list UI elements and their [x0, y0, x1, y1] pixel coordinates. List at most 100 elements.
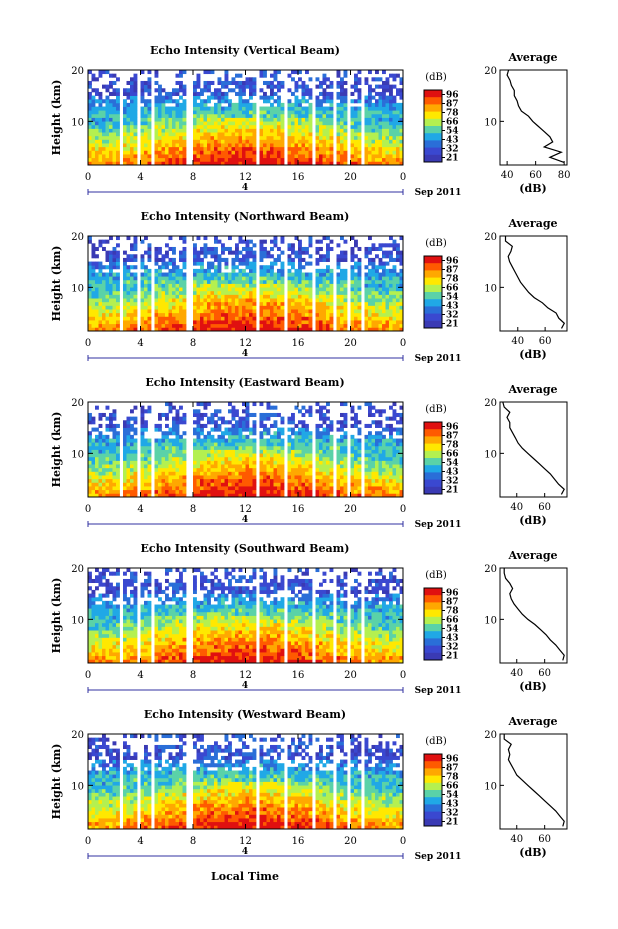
heatmap-cell — [144, 445, 148, 450]
heatmap-cell — [112, 113, 117, 118]
heatmap-cell — [235, 272, 239, 277]
heatmap-cell — [196, 456, 201, 461]
heatmap-cell — [287, 298, 292, 303]
heatmap-cell — [196, 449, 201, 454]
heatmap-cell — [182, 135, 187, 140]
heatmap-cell — [140, 161, 145, 166]
heatmap-cell — [389, 316, 393, 321]
heatmap-cell — [364, 117, 369, 122]
heatmap-cell — [172, 449, 176, 454]
heatmap-cell — [291, 265, 295, 270]
heatmap-cell — [266, 489, 271, 494]
heatmap-cell — [140, 420, 145, 425]
heatmap-cell — [242, 402, 246, 407]
heatmap-cell — [280, 453, 285, 458]
heatmap-cell — [231, 257, 236, 262]
heatmap-cell — [95, 121, 99, 126]
heatmap-cell — [130, 482, 134, 487]
heatmap-cell — [217, 434, 222, 439]
heatmap-cell — [252, 471, 257, 476]
heatmap-cell — [116, 464, 120, 469]
heatmap-cell — [375, 146, 379, 151]
heatmap-cell — [238, 143, 243, 148]
heatmap-cell — [382, 298, 386, 303]
heatmap-cell — [224, 298, 229, 303]
heatmap-cell — [277, 464, 281, 469]
heatmap-cell — [382, 150, 386, 155]
heatmap-cell — [133, 420, 138, 425]
heatmap-cell — [336, 420, 341, 425]
heatmap-cell — [175, 113, 180, 118]
heatmap-cell — [252, 254, 257, 259]
heatmap-cell — [343, 434, 348, 439]
heatmap-cell — [109, 117, 113, 122]
heatmap-cell — [329, 323, 334, 328]
heatmap-cell — [116, 287, 120, 292]
heatmap-cell — [252, 91, 257, 96]
heatmap-cell — [294, 405, 299, 410]
heatmap-cell — [273, 467, 278, 472]
heatmap-cell — [238, 427, 243, 432]
heatmap-cell — [130, 453, 134, 458]
heatmap-cell — [294, 445, 299, 450]
heatmap-cell — [375, 276, 379, 281]
heatmap-cell — [112, 438, 117, 443]
heatmap-cell — [133, 77, 138, 82]
heatmap-cell — [133, 453, 138, 458]
heatmap-cell — [91, 132, 96, 137]
heatmap-cell — [224, 95, 229, 100]
heatmap-cell — [343, 250, 348, 255]
heatmap-cell — [242, 102, 246, 107]
heatmap-cell — [203, 135, 208, 140]
heatmap-cell — [399, 102, 404, 107]
heatmap-cell — [252, 257, 257, 262]
profile-frame — [499, 235, 568, 332]
heatmap-cell — [322, 420, 327, 425]
heatmap-cell — [182, 323, 187, 328]
heatmap-cell — [98, 327, 103, 332]
heatmap-cell — [91, 279, 96, 284]
heatmap-cell — [182, 121, 187, 126]
heatmap-cell — [175, 449, 180, 454]
heatmap-cell — [340, 316, 344, 321]
heatmap-cell — [298, 154, 302, 159]
heatmap-cell — [273, 486, 278, 491]
heatmap-cell — [231, 121, 236, 126]
heatmap-cell — [263, 449, 267, 454]
heatmap-cell — [357, 128, 362, 133]
heatmap-cell — [340, 128, 344, 133]
heatmap-cell — [277, 320, 281, 325]
heatmap-cell — [224, 427, 229, 432]
heatmap-cell — [343, 268, 348, 273]
heatmap-cell — [252, 312, 257, 317]
heatmap-cell — [291, 320, 295, 325]
heatmap-cell — [245, 157, 250, 162]
heatmap-cell — [133, 265, 138, 270]
heatmap-cell — [88, 298, 92, 303]
heatmap-cell — [270, 312, 274, 317]
heatmap-cell — [168, 471, 173, 476]
heatmap-cell — [95, 460, 99, 465]
heatmap-cell — [144, 420, 148, 425]
heatmap-cell — [326, 139, 330, 144]
heatmap-cell — [382, 290, 386, 295]
heatmap-cell — [389, 128, 393, 133]
heatmap-cell — [126, 309, 131, 314]
heatmap-cell — [144, 150, 148, 155]
heatmap-cell — [242, 460, 246, 465]
heatmap-cell — [343, 489, 348, 494]
heatmap-cell — [273, 91, 278, 96]
heatmap-cell — [98, 146, 103, 151]
heatmap-cell — [245, 113, 250, 118]
heatmap-cell — [245, 486, 250, 491]
heatmap-cell — [319, 489, 323, 494]
heatmap-cell — [140, 110, 145, 115]
heatmap-cell — [224, 135, 229, 140]
heatmap-cell — [165, 150, 169, 155]
heatmap-cell — [378, 261, 383, 266]
heatmap-cell — [235, 460, 239, 465]
heatmap-cell — [217, 309, 222, 314]
heatmap-cell — [182, 298, 187, 303]
heatmap-cell — [105, 150, 110, 155]
heatmap-cell — [263, 139, 267, 144]
